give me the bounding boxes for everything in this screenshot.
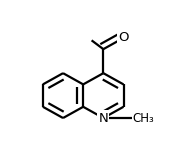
Text: O: O (118, 32, 129, 44)
Text: CH₃: CH₃ (133, 112, 155, 124)
Text: N: N (98, 112, 108, 124)
